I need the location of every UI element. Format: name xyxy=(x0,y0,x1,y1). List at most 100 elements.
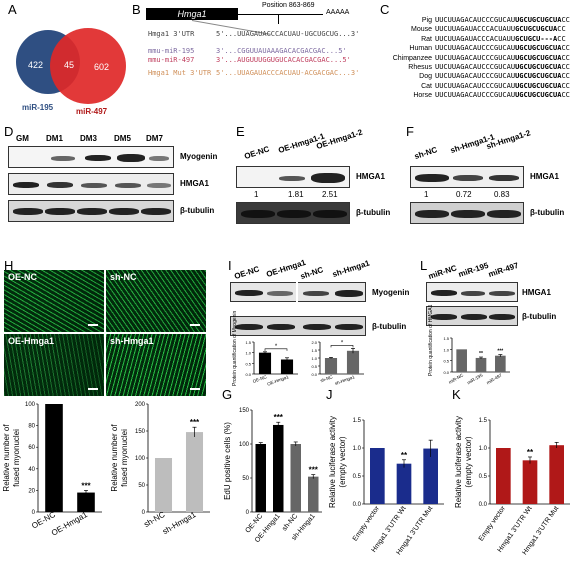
bar xyxy=(308,476,319,512)
panel-c-row: Dog UUCUUAGACAUCCCGUCAUUGCUGCUGCUACC xyxy=(390,72,576,81)
y-axis-label-line: Relative luciferase activity xyxy=(454,416,463,508)
ylabel-l: Protein quantification of HMGA1 xyxy=(428,304,434,376)
panel-c-seq: UUCUUAGACAUCCCGUCAUUGCUGCUGCUA xyxy=(435,81,562,90)
blot-d-hmga1 xyxy=(8,173,174,195)
panel-c-seq: UUCUUAGACAUCCCGUCAUUGCUGCUGCUA xyxy=(435,44,562,53)
scale-bar xyxy=(88,388,98,390)
y-tick-label: 1.0 xyxy=(353,446,362,452)
bar xyxy=(423,448,438,504)
panel-b-row-name: Hmga1 3'UTR xyxy=(148,30,195,38)
significance-mark: *** xyxy=(274,413,284,422)
panel-b-row: Hmga1 Mut 3'UTR 5'...UUAGAUACCCACUAU-ACG… xyxy=(148,69,359,77)
panel-l-lanes: miR-NC miR-195 miR-497 xyxy=(427,260,540,284)
panel-label-a: A xyxy=(8,2,17,17)
blot-e-hmga1 xyxy=(236,166,350,188)
position-label: Position 863-869 xyxy=(262,2,315,9)
category-label: miR-497 xyxy=(486,372,504,385)
lane-label: sh-NC xyxy=(413,145,439,161)
significance-mark: ** xyxy=(527,448,534,457)
label-f-tubulin: β-tubulin xyxy=(530,208,565,217)
blot-l-hmga1 xyxy=(426,282,518,302)
y-tick-label: 2.0 xyxy=(311,340,317,345)
utr-line xyxy=(238,14,323,15)
significance-bracket xyxy=(264,348,288,351)
venn-right-count: 602 xyxy=(94,62,109,72)
bar xyxy=(475,357,487,372)
label-f-hmga1: HMGA1 xyxy=(530,172,559,181)
y-tick-label: 0.5 xyxy=(479,474,488,480)
category-label: Empty vector xyxy=(478,505,508,543)
panel-c-tail: CC xyxy=(561,63,570,72)
y-axis-label: Relative number offused myonuclei xyxy=(110,424,129,492)
panel-c-tail: CC xyxy=(561,44,570,53)
significance-mark: ** xyxy=(401,451,408,460)
significance-mark: ** xyxy=(479,351,483,357)
y-axis-label-line: Relative number of xyxy=(110,424,119,492)
y-axis-label: EdU positive cells (%) xyxy=(223,422,232,500)
category-label: OE-Hmga1 xyxy=(50,510,90,538)
y-tick-label: 40 xyxy=(28,467,35,473)
y-axis-label-line: (empty vector) xyxy=(338,436,347,487)
y-axis-label: Relative luciferase activity(empty vecto… xyxy=(454,416,473,508)
scale-bar xyxy=(88,324,98,326)
panel-d-lanes: GM DM1 DM3 DM5 DM7 xyxy=(16,134,176,146)
panel-c-species: Chimpanzee xyxy=(392,54,432,62)
if-image-label: sh-NC xyxy=(110,272,137,282)
y-tick-label: 0.0 xyxy=(245,372,251,377)
y-tick-label: 1.0 xyxy=(311,356,317,361)
y-tick-label: 0.5 xyxy=(311,364,317,369)
significance-mark: *** xyxy=(497,349,503,355)
bar xyxy=(370,448,385,504)
bar xyxy=(258,352,272,374)
blot-d-tubulin xyxy=(8,200,174,222)
venn-left-label: miR-195 xyxy=(22,103,54,112)
y-tick-label: 1.0 xyxy=(479,446,488,452)
venn-right-label: miR-497 xyxy=(76,107,108,116)
y-tick-label: 0.0 xyxy=(311,372,317,377)
y-tick-label: 80 xyxy=(28,424,35,430)
y-tick-label: 150 xyxy=(135,429,146,435)
if-image: sh-NC xyxy=(106,270,206,332)
y-tick-label: 1.5 xyxy=(245,340,251,345)
label-d-tubulin: β-tubulin xyxy=(180,206,215,215)
bar xyxy=(522,460,538,504)
panel-label-i: I xyxy=(228,258,232,273)
category-label: miR-195 xyxy=(466,372,484,385)
panel-c-tail: CC xyxy=(561,72,570,81)
position-marker xyxy=(278,14,279,24)
panel-label-d: D xyxy=(4,124,14,139)
lane-label: OE-NC xyxy=(243,144,271,161)
if-image-label: sh-Hmga1 xyxy=(110,336,154,346)
panel-c-seq: UUCUUAGAUACCCACUAUUGCUGCUGCUA xyxy=(435,25,558,34)
panel-c-row: Chimpanzee UUCUUAGACAUCCCGUCAUUGCUGCUGCUA… xyxy=(390,54,576,63)
chart-group: 0.0 0.5 1.0 1.5 OE-NC OE-Hmga1 * xyxy=(245,340,298,387)
y-axis-label: Relative number offused myonuclei xyxy=(2,424,21,492)
category-label: Empty vector xyxy=(352,505,382,543)
hmga1-gene-label: Hmga1 xyxy=(177,9,207,19)
label-i-tubulin: β-tubulin xyxy=(372,322,407,331)
y-tick-label: 200 xyxy=(135,402,146,408)
significance-mark: *** xyxy=(309,466,319,475)
panel-c-tail: CC xyxy=(561,81,570,90)
panel-label-h: H xyxy=(4,258,14,273)
significance-bracket xyxy=(330,345,354,348)
category-label: miR-NC xyxy=(448,372,465,385)
blot-f-hmga1 xyxy=(410,166,524,188)
category-label: sh-Hmga1 xyxy=(334,374,356,386)
panel-b-row-name: Hmga1 Mut 3'UTR xyxy=(148,69,212,77)
y-tick-label: 0.0 xyxy=(479,502,488,508)
panel-c-row: Rhesus UUCUUAGACAUCCCGUCAUUGCUGCUGCUACC xyxy=(390,63,576,72)
value-e-1: 1.81 xyxy=(288,190,304,199)
panel-c-row: Horse UUCUUAGACAUCCCGUCAUUGCUGCUGCUACC xyxy=(390,91,576,100)
blot-l-tubulin xyxy=(426,306,518,326)
chart-i-sh: 0.0 0.5 1.0 1.5 2.0 sh-NC sh-Hmga1 * xyxy=(311,340,364,386)
panel-b-row: Hmga1 3'UTR 5'...UUAGAUACCCACUAU-UGCUGCU… xyxy=(148,30,359,38)
y-axis-label: Relative luciferase activity(empty vecto… xyxy=(328,416,347,508)
bar xyxy=(45,404,63,512)
y-tick-label: 100 xyxy=(135,456,146,462)
y-tick-label: 1.5 xyxy=(353,418,362,424)
